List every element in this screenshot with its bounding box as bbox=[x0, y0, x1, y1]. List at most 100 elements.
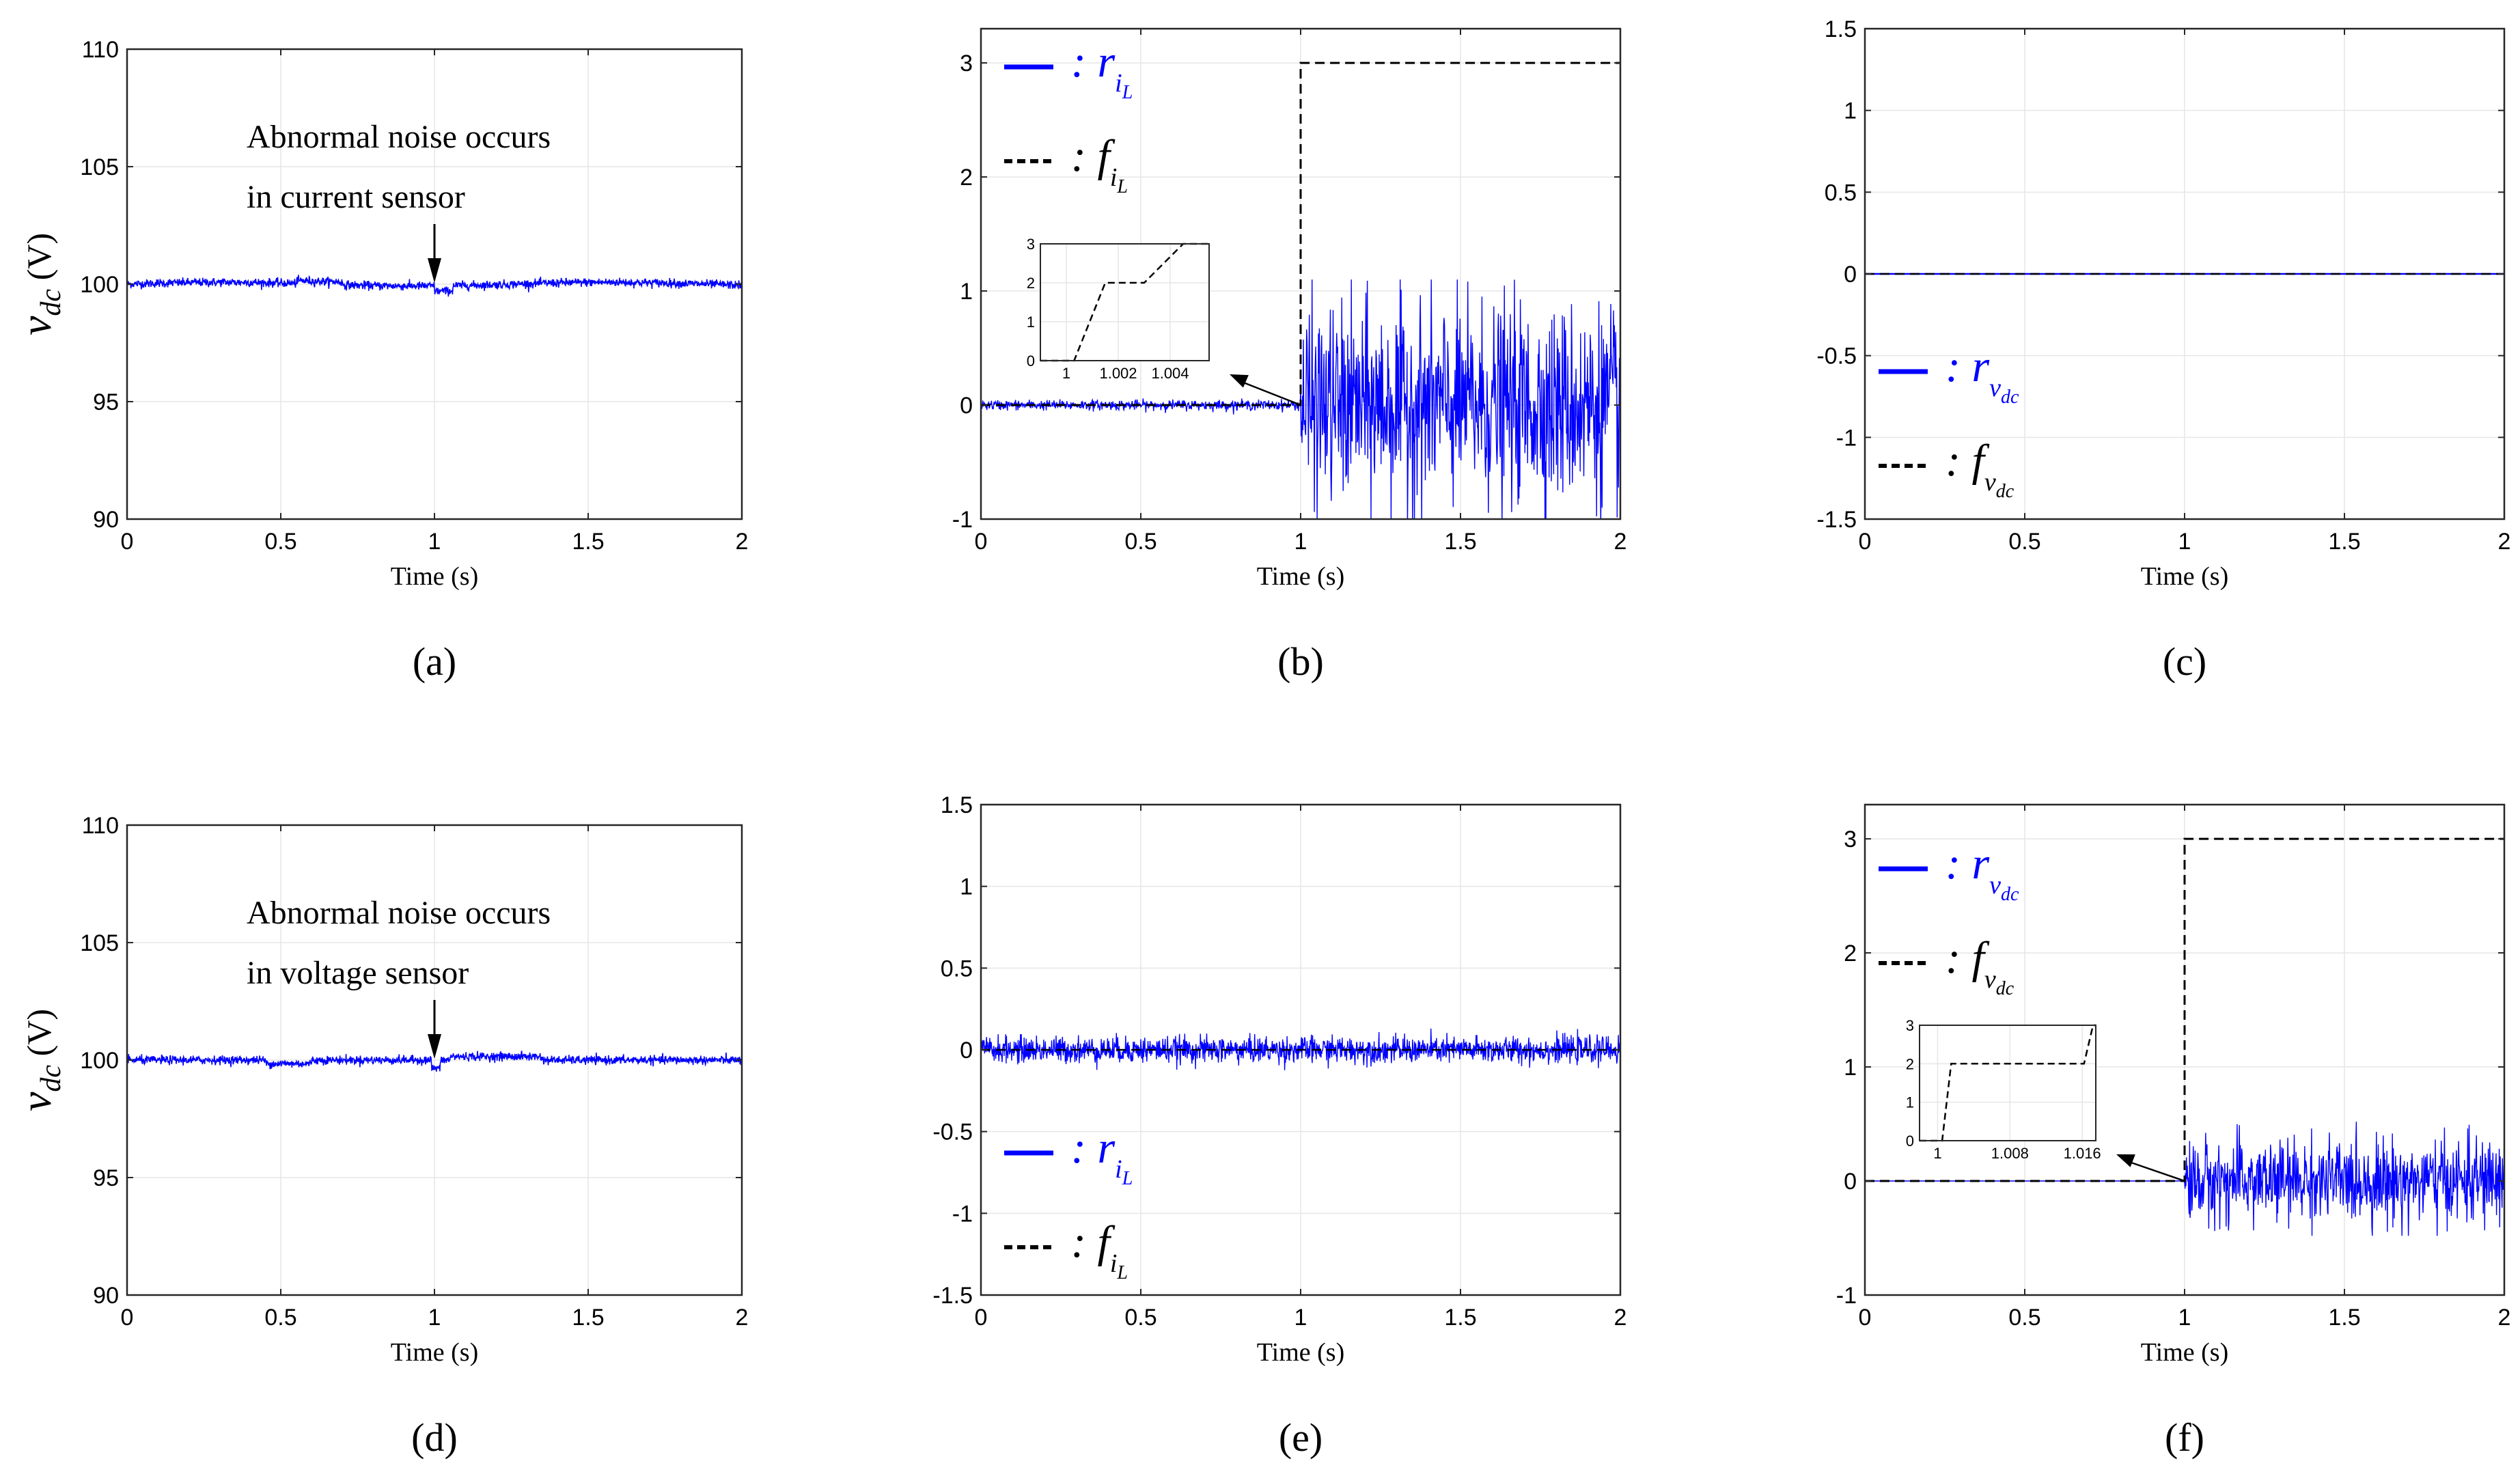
y-tick-label: -1 bbox=[952, 1201, 973, 1227]
y-tick-label: 1 bbox=[960, 874, 973, 900]
x-tick-label: 0.5 bbox=[1124, 1305, 1157, 1331]
x-tick-label: 2 bbox=[1614, 1305, 1627, 1331]
x-tick-label: 0.5 bbox=[264, 1305, 296, 1331]
y-tick-label: 3 bbox=[960, 51, 973, 77]
legend-sub: v bbox=[1984, 468, 1996, 497]
y-tick-label: 0 bbox=[1844, 1169, 1857, 1195]
y-tick-label: 1.5 bbox=[941, 792, 973, 818]
y-tick-label: 2 bbox=[1844, 941, 1857, 967]
y-axis-label-v: v bbox=[12, 316, 60, 335]
inset-y-tick-label: 1 bbox=[1027, 314, 1035, 331]
inset-x-tick-label: 1.008 bbox=[1991, 1145, 2029, 1162]
inset-x-tick-label: 1.004 bbox=[1151, 365, 1189, 382]
y-axis-label-v: v bbox=[12, 1091, 60, 1111]
y-tick-label: 90 bbox=[93, 507, 119, 533]
y-axis-label: vdc (V) bbox=[12, 1009, 67, 1111]
legend: : riL: fiL bbox=[1004, 1123, 1133, 1283]
x-tick-label: 2 bbox=[2498, 529, 2511, 555]
x-axis-label: Time (s) bbox=[391, 1338, 478, 1367]
panel-label: (a) bbox=[413, 639, 456, 684]
y-tick-label: -1 bbox=[1836, 425, 1857, 451]
y-tick-label: 1 bbox=[1844, 1055, 1857, 1081]
x-tick-label: 0.5 bbox=[2008, 529, 2040, 555]
y-tick-label: -0.5 bbox=[1816, 344, 1857, 370]
x-tick-label: 1.5 bbox=[572, 1305, 604, 1331]
y-tick-label: 0.5 bbox=[1825, 180, 1857, 206]
legend-sub: v bbox=[1989, 871, 2001, 900]
y-tick-label: 105 bbox=[80, 930, 119, 956]
inset-y-tick-label: 3 bbox=[1906, 1017, 1914, 1034]
panel-e: 0 0.5 1 1.5 2 -1.5 -1 -0.5 0 0.5 1 1.5 Time (s) (e): … bbox=[932, 792, 1626, 1460]
legend-symbol: : f bbox=[1946, 436, 1989, 486]
legend: : riL: fiL bbox=[1004, 37, 1133, 197]
legend-sub: i bbox=[1115, 69, 1122, 98]
legend-sub: i bbox=[1110, 1249, 1118, 1278]
x-tick-label: 2 bbox=[736, 529, 749, 555]
x-tick-label: 1 bbox=[1294, 1305, 1307, 1331]
annotation-line1: Abnormal noise occurs bbox=[247, 119, 551, 155]
y-axis-label: vdc (V) bbox=[12, 233, 67, 335]
y-tick-label: -0.5 bbox=[932, 1120, 973, 1145]
x-axis-label: Time (s) bbox=[391, 562, 478, 591]
y-tick-label: 0 bbox=[1844, 262, 1857, 288]
x-tick-label: 1.5 bbox=[2328, 1305, 2360, 1331]
inset-arrow-shaft bbox=[2122, 1158, 2185, 1182]
x-tick-label: 0 bbox=[121, 529, 134, 555]
y-tick-label: -1 bbox=[952, 507, 973, 533]
legend-subsub: L bbox=[1122, 1168, 1133, 1189]
y-axis-label-sub: dc bbox=[36, 289, 67, 316]
inset-frame bbox=[1040, 243, 1210, 361]
inset-frame bbox=[1919, 1025, 2096, 1141]
inset: 1 1.002 1.004 0 1 2 3 bbox=[1027, 236, 1301, 406]
y-tick-label: -1.5 bbox=[932, 1283, 973, 1309]
y-tick-label: 110 bbox=[82, 37, 119, 63]
series-group bbox=[1865, 837, 2504, 1236]
panel-a: 0 0.5 1 1.5 2 90 95 100 105 110 Time (s) (a) vdc (V)… bbox=[12, 37, 748, 684]
y-tick-label: -1 bbox=[1836, 1283, 1857, 1309]
inset-x-tick-label: 1.016 bbox=[2064, 1145, 2101, 1162]
legend: : rvdc: fvdc bbox=[1879, 342, 2019, 502]
legend-symbol: : f bbox=[1071, 131, 1115, 181]
legend-label-1: : fiL bbox=[1071, 1217, 1128, 1283]
x-tick-label: 0 bbox=[975, 529, 988, 555]
legend-symbol: : r bbox=[1071, 37, 1115, 87]
x-tick-label: 1.5 bbox=[1444, 1305, 1476, 1331]
inset-y-tick-label: 2 bbox=[1906, 1055, 1914, 1072]
y-tick-label: 0 bbox=[960, 1038, 973, 1063]
y-tick-label: 1.5 bbox=[1825, 16, 1857, 42]
annotation-arrow-head bbox=[428, 1034, 441, 1059]
x-tick-label: 0.5 bbox=[264, 529, 296, 555]
inset-y-tick-label: 1 bbox=[1906, 1094, 1914, 1111]
legend-sub: i bbox=[1115, 1155, 1122, 1184]
legend-label-0: : rvdc bbox=[1946, 839, 2019, 905]
inset-bg bbox=[1920, 1025, 2096, 1141]
series-group bbox=[127, 1051, 742, 1072]
x-tick-label: 2 bbox=[736, 1305, 749, 1331]
legend-symbol: : f bbox=[1946, 933, 1989, 983]
annotation-line1: Abnormal noise occurs bbox=[247, 895, 551, 931]
x-tick-label: 1 bbox=[1294, 529, 1307, 555]
x-tick-label: 1.5 bbox=[1444, 529, 1476, 555]
y-axis-label-unit: (V) bbox=[20, 233, 58, 289]
inset-y-tick-label: 3 bbox=[1027, 236, 1035, 253]
panel-d: 0 0.5 1 1.5 2 90 95 100 105 110 Time (s) (d) vdc (V)… bbox=[12, 813, 748, 1460]
legend-symbol: : r bbox=[1071, 1123, 1115, 1173]
x-tick-label: 1.5 bbox=[572, 529, 604, 555]
legend-subsub: dc bbox=[2001, 387, 2019, 408]
x-tick-label: 0.5 bbox=[1124, 529, 1157, 555]
series-vdc-line bbox=[127, 1051, 742, 1072]
x-tick-label: 1 bbox=[428, 1305, 441, 1331]
inset-x-tick-label: 1.002 bbox=[1099, 365, 1137, 382]
legend-symbol: : r bbox=[1946, 839, 1989, 889]
legend-symbol: : f bbox=[1071, 1217, 1115, 1267]
y-tick-label: -1.5 bbox=[1816, 507, 1857, 533]
y-tick-label: 1 bbox=[1844, 98, 1857, 124]
inset-x-tick-label: 1 bbox=[1933, 1145, 1941, 1162]
inset-fault-line bbox=[1920, 1024, 2096, 1142]
x-tick-label: 2 bbox=[2498, 1305, 2511, 1331]
panel-label: (d) bbox=[411, 1415, 458, 1460]
x-tick-label: 1 bbox=[2178, 529, 2191, 555]
y-tick-label: 90 bbox=[93, 1283, 119, 1309]
x-tick-label: 0 bbox=[1859, 1305, 1872, 1331]
y-tick-label: 2 bbox=[960, 165, 973, 191]
